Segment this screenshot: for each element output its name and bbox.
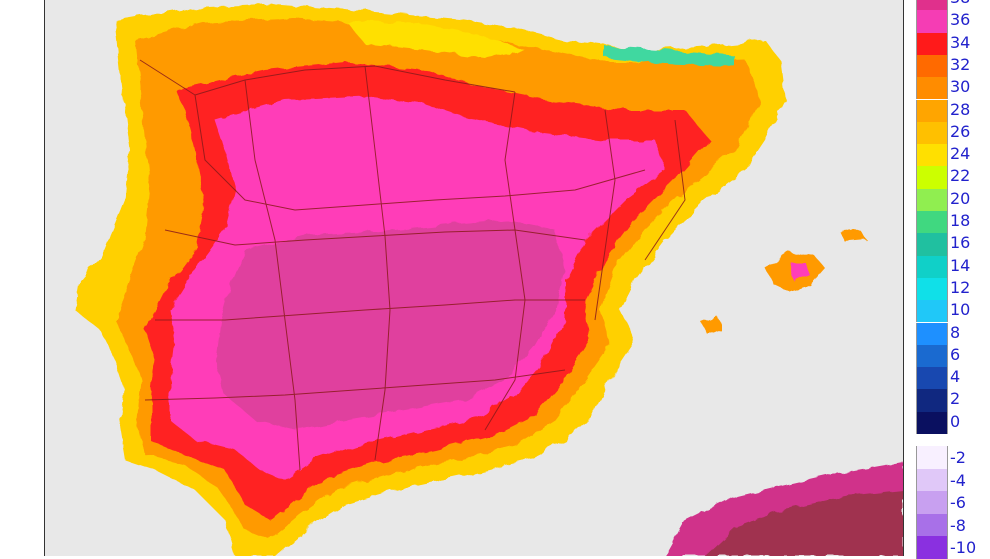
legend-swatch [916,491,948,514]
legend-label: 28 [950,99,971,119]
legend-label: 26 [950,121,971,141]
legend-swatch [916,513,948,536]
map-frame [44,0,904,556]
legend-label: 24 [950,144,971,164]
legend-label: 2 [950,389,961,409]
legend-label: 14 [950,255,971,275]
north-africa-inland [705,490,903,556]
legend-label: 20 [950,188,971,208]
temperature-map [45,0,903,556]
legend-swatch [916,277,948,301]
map-panel [44,0,904,556]
legend-swatch [916,367,948,390]
legend-label: -10 [950,538,977,557]
legend-swatch [916,0,948,11]
region-cool-north [345,20,525,58]
legend-label: 8 [950,322,961,342]
legend-label: 18 [950,211,971,230]
legend-swatch [916,211,948,234]
legend-swatch [916,166,948,189]
island-ibiza [701,316,721,334]
legend-label: -4 [950,470,966,490]
island-mallorca-core [790,262,810,282]
legend-swatch [916,255,948,278]
region-pyrenees-cold [605,46,735,66]
legend-swatch [916,322,948,345]
legend-label: 10 [950,300,971,320]
legend-swatch [916,411,948,434]
legend-swatch [916,344,948,368]
legend-label: 30 [950,77,971,97]
legend-swatch [916,121,948,145]
legend-label: 6 [950,344,961,364]
legend-swatch [916,300,948,323]
temperature-legend: 38363432302826242220181614121086420-2-4-… [906,0,990,559]
legend-label: 38 [950,0,970,6]
legend-swatch [916,77,948,100]
legend-label: 34 [950,32,971,52]
region-hottest [215,220,565,430]
legend-swatch [916,233,948,256]
legend-label: 22 [950,166,971,186]
legend-label: 12 [950,277,971,297]
legend-swatch [916,54,948,78]
legend-swatch [916,389,948,412]
legend-swatch [916,99,948,122]
legend-label: -2 [950,448,966,467]
legend-swatch [916,468,948,491]
legend-label: 32 [950,54,971,74]
legend-swatch [916,446,948,469]
island-menorca [840,230,867,242]
legend-swatch [916,536,948,559]
legend-swatch [916,10,948,33]
province-borders [139,59,686,471]
legend-swatch [916,32,948,55]
legend-swatch [916,144,948,167]
legend-label: 4 [950,367,961,387]
legend-swatch [916,188,948,211]
legend-label: 36 [950,10,971,30]
legend-label: -8 [950,515,966,535]
legend-label: -6 [950,493,966,512]
legend-label: 0 [950,411,961,431]
legend-label: 16 [950,233,971,253]
